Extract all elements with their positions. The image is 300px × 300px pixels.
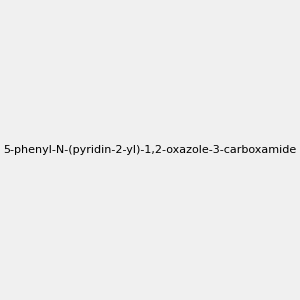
Text: 5-phenyl-N-(pyridin-2-yl)-1,2-oxazole-3-carboxamide: 5-phenyl-N-(pyridin-2-yl)-1,2-oxazole-3-… bbox=[3, 145, 297, 155]
